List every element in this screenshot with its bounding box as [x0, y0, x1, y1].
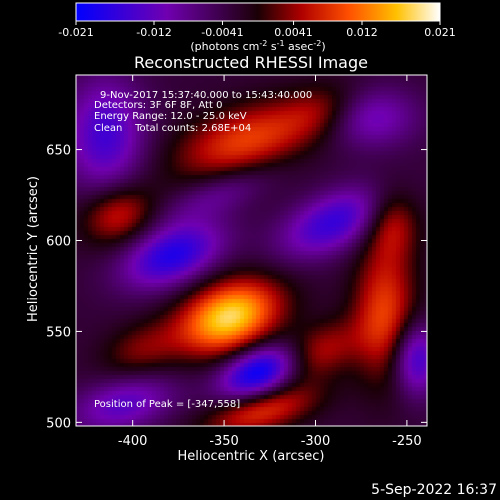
colorbar-units: (photons cm-2 s-1 asec-2): [190, 39, 325, 53]
colorbar-tick-label: 0.021: [424, 26, 456, 39]
x-tick-label: -350: [209, 434, 239, 449]
peak-position-info: Position of Peak = [-347,558]: [94, 399, 240, 410]
x-axis-label: Heliocentric X (arcsec): [178, 449, 325, 464]
axis-ticks: -400 -350 -300 -250 500 550 600 650: [46, 75, 427, 449]
energy-range-info: Energy Range: 12.0 - 25.0 keV: [94, 111, 247, 122]
y-tick-label: 550: [46, 325, 71, 340]
colorbar-tick-label: 0.012: [346, 26, 378, 39]
heatmap-image: [76, 75, 427, 426]
colorbar-tick-label: -0.012: [136, 26, 171, 39]
colorbar-tick-label: 0.0041: [274, 26, 313, 39]
x-tick-label: -250: [392, 434, 422, 449]
colorbar-tick-label: -0.0041: [201, 26, 243, 39]
colorbar-tick-label: -0.021: [58, 26, 93, 39]
y-axis-label: Heliocentric Y (arcsec): [26, 176, 41, 322]
y-tick-label: 600: [46, 234, 71, 249]
detectors-info: Detectors: 3F 6F 8F, Att 0: [94, 100, 222, 111]
x-tick-label: -300: [301, 434, 331, 449]
plot-frame: [75, 74, 428, 427]
y-tick-label: 500: [46, 416, 71, 431]
heatmap-image-container: [76, 75, 427, 426]
footer-date: 5-Sep-2022 16:37: [371, 482, 497, 498]
observation-time: 9-Nov-2017 15:37:40.000 to 15:43:40.000: [100, 90, 312, 101]
colorbar: [75, 2, 441, 22]
colorbar-ticks: -0.021 -0.012 -0.0041 0.0041 0.012 0.021: [58, 21, 456, 39]
x-tick-label: -400: [118, 434, 148, 449]
chart-title: Reconstructed RHESSI Image: [134, 53, 368, 72]
clean-counts-info: Clean Total counts: 2.68E+04: [94, 123, 251, 134]
y-tick-label: 650: [46, 144, 71, 159]
